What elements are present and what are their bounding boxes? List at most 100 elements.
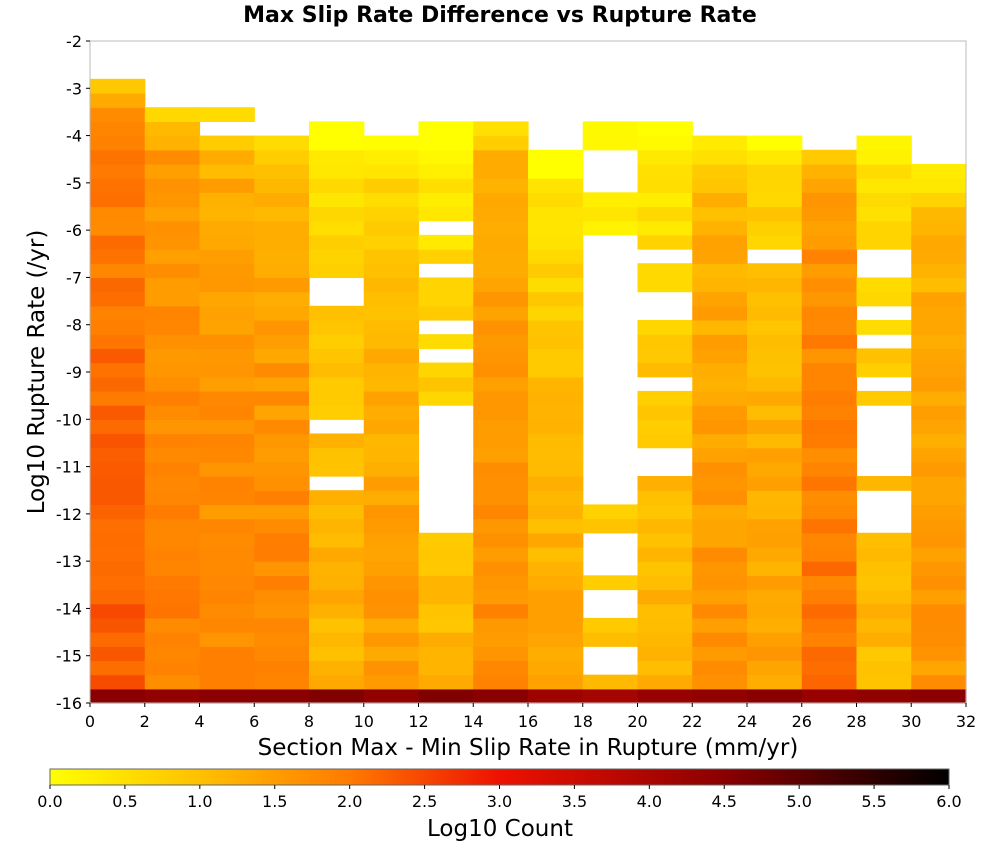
heatmap-cell bbox=[199, 546, 255, 562]
colorbar-tick-label: 4.0 bbox=[637, 792, 662, 811]
heatmap-cell bbox=[473, 433, 529, 449]
heatmap-cell bbox=[363, 476, 420, 491]
heatmap-cell bbox=[528, 646, 584, 662]
heatmap-cell bbox=[90, 646, 146, 662]
heatmap-cell bbox=[528, 490, 584, 505]
heatmap-cell bbox=[90, 674, 146, 690]
heatmap-cell bbox=[144, 603, 201, 619]
heatmap-cell bbox=[801, 561, 858, 576]
heatmap-cell bbox=[473, 461, 529, 477]
heatmap-cell bbox=[747, 220, 803, 236]
heatmap-cell bbox=[254, 206, 310, 222]
heatmap-cell bbox=[254, 390, 310, 406]
heatmap-cell bbox=[199, 688, 255, 704]
heatmap-cell bbox=[801, 405, 858, 420]
heatmap-cell bbox=[801, 376, 858, 392]
heatmap-cell bbox=[911, 319, 967, 335]
heatmap-cell bbox=[747, 362, 803, 378]
heatmap-cell bbox=[473, 518, 529, 534]
heatmap-cell bbox=[856, 589, 912, 605]
heatmap-cell bbox=[692, 603, 748, 619]
heatmap-cell bbox=[692, 405, 748, 420]
heatmap-cell bbox=[309, 163, 365, 179]
heatmap-cell bbox=[309, 390, 365, 406]
heatmap-cell bbox=[637, 674, 693, 690]
heatmap-cell bbox=[199, 107, 255, 122]
heatmap-cell bbox=[199, 490, 255, 505]
heatmap-cell bbox=[637, 277, 693, 293]
heatmap-cell bbox=[363, 206, 420, 222]
heatmap-cell bbox=[144, 646, 201, 662]
heatmap-cell bbox=[747, 603, 803, 619]
heatmap-cell bbox=[254, 532, 310, 548]
heatmap-cell bbox=[473, 532, 529, 548]
heatmap-cell bbox=[911, 447, 967, 463]
heatmap-cell bbox=[473, 277, 529, 293]
heatmap-cell bbox=[801, 390, 858, 406]
heatmap-cell bbox=[418, 121, 474, 137]
heatmap-cell bbox=[692, 646, 748, 662]
heatmap-cell bbox=[254, 476, 310, 491]
heatmap-cell bbox=[473, 376, 529, 392]
heatmap-cell bbox=[144, 589, 201, 605]
heatmap-cell bbox=[856, 646, 912, 662]
heatmap-cell bbox=[144, 234, 201, 250]
heatmap-cell bbox=[473, 234, 529, 250]
heatmap-cell bbox=[418, 376, 474, 392]
heatmap-cell bbox=[528, 688, 584, 704]
y-axis-title: Log10 Rupture Rate (/yr) bbox=[24, 230, 50, 515]
heatmap-cell bbox=[637, 220, 693, 236]
heatmap-cell bbox=[747, 447, 803, 463]
heatmap-cell bbox=[637, 546, 693, 562]
heatmap-cell bbox=[363, 291, 420, 307]
heatmap-cell bbox=[309, 632, 365, 647]
heatmap-cell bbox=[911, 206, 967, 222]
y-tick-label: -9 bbox=[66, 363, 82, 382]
heatmap-cell bbox=[309, 589, 365, 605]
colorbar-tick-label: 2.0 bbox=[337, 792, 362, 811]
heatmap-cell bbox=[911, 433, 967, 449]
heatmap-cell bbox=[144, 305, 201, 321]
heatmap-cell bbox=[637, 589, 693, 605]
heatmap-cell bbox=[528, 419, 584, 435]
heatmap-cell bbox=[692, 518, 748, 534]
heatmap-cell bbox=[528, 504, 584, 520]
colorbar bbox=[49, 768, 950, 786]
colorbar-tick-label: 2.5 bbox=[412, 792, 437, 811]
x-tick-label: 28 bbox=[846, 712, 866, 731]
heatmap-cell bbox=[856, 234, 912, 250]
heatmap-cell bbox=[90, 93, 146, 108]
heatmap-cell bbox=[637, 688, 693, 704]
heatmap-cell bbox=[911, 476, 967, 491]
heatmap-cell bbox=[144, 107, 201, 122]
heatmap-cell bbox=[801, 660, 858, 676]
heatmap-cell bbox=[199, 178, 255, 193]
heatmap-cell bbox=[363, 561, 420, 576]
heatmap-cell bbox=[254, 518, 310, 534]
heatmap-cell bbox=[692, 348, 748, 364]
heatmap-cell bbox=[254, 305, 310, 321]
heatmap-cell bbox=[637, 617, 693, 633]
heatmap-cell bbox=[801, 334, 858, 349]
heatmap-cell bbox=[254, 419, 310, 435]
heatmap-cell bbox=[144, 461, 201, 477]
heatmap-cell bbox=[911, 532, 967, 548]
heatmap-cell bbox=[637, 490, 693, 505]
heatmap-cell bbox=[309, 348, 365, 364]
heatmap-cell bbox=[637, 348, 693, 364]
heatmap-cell bbox=[801, 291, 858, 307]
chart-title: Max Slip Rate Difference vs Rupture Rate bbox=[243, 3, 757, 28]
heatmap-cell bbox=[144, 277, 201, 293]
heatmap-cell bbox=[856, 575, 912, 591]
heatmap-cell bbox=[747, 291, 803, 307]
heatmap-cell bbox=[801, 490, 858, 505]
heatmap-cell bbox=[801, 163, 858, 179]
heatmap-cell bbox=[309, 192, 365, 208]
heatmap-cell bbox=[199, 192, 255, 208]
heatmap-cell bbox=[528, 575, 584, 591]
heatmap-cell bbox=[911, 234, 967, 250]
heatmap-cell bbox=[418, 234, 474, 250]
heatmap-cell bbox=[528, 433, 584, 449]
heatmap-cell bbox=[363, 546, 420, 562]
